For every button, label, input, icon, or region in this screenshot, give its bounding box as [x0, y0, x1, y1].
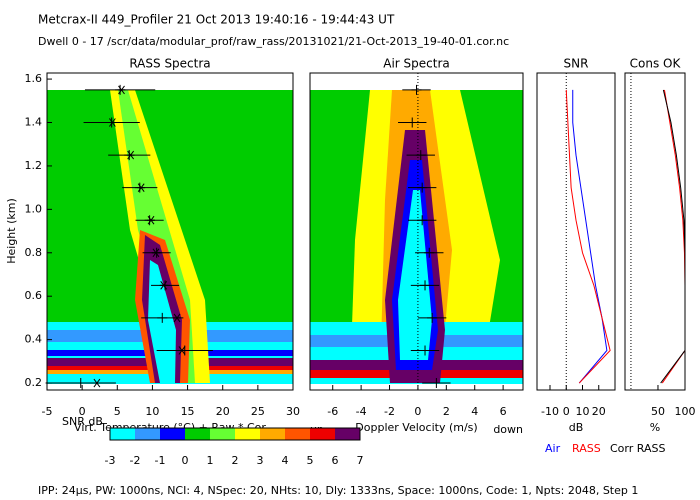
- colorbar-tick-label: 0: [182, 454, 189, 467]
- contour-air: [310, 90, 523, 384]
- colorbar-tick-label: 3: [257, 454, 264, 467]
- colorbar-tick-label: 1: [207, 454, 214, 467]
- marker-plus: [411, 84, 422, 95]
- footer: IPP: 24μs, PW: 1000ns, NCI: 4, NSpec: 20…: [38, 484, 638, 497]
- marker-star: [92, 378, 101, 388]
- x-tick-label: 5: [114, 405, 121, 418]
- y-tick-label: 1.0: [25, 202, 43, 215]
- marker-plus: [420, 280, 431, 291]
- marker-star: [159, 281, 168, 290]
- legend-entry: Corr RASS: [610, 442, 665, 455]
- x-tick-label: 50: [651, 405, 665, 418]
- panel-title: RASS Spectra: [129, 57, 210, 71]
- x-tick-label: -5: [42, 405, 53, 418]
- legend-entry: Air: [545, 442, 561, 455]
- marker-star: [126, 150, 135, 160]
- profile-line: [572, 89, 608, 384]
- x-tick-label: 0: [414, 405, 421, 418]
- x-tick-label: 100: [675, 405, 696, 418]
- colorbar-tick-label: 6: [332, 454, 339, 467]
- marker-star: [147, 215, 156, 225]
- profile-line: [565, 89, 611, 384]
- colorbar-bin: [335, 428, 360, 440]
- panel-title: Cons OK: [630, 57, 682, 71]
- colorbar-tick-label: -1: [155, 454, 166, 467]
- colorbar-bin: [110, 428, 135, 440]
- y-tick-label: 1.4: [25, 116, 43, 129]
- marker-star: [177, 346, 186, 355]
- marker-plus: [415, 150, 426, 161]
- marker-plus: [431, 378, 442, 389]
- marker-star: [108, 118, 117, 127]
- x-tick-label: 10: [576, 405, 590, 418]
- marker-plus: [157, 312, 168, 323]
- marker-plus: [424, 247, 435, 258]
- y-tick-label: 1.2: [25, 159, 43, 172]
- colorbar-bin: [285, 428, 310, 440]
- x-tick-label: 2: [443, 405, 450, 418]
- marker-plus: [407, 117, 418, 128]
- y-tick-label: 0.8: [25, 246, 43, 259]
- x-tick-label: 4: [471, 405, 478, 418]
- colorbar-tick-label: 2: [232, 454, 239, 467]
- colorbar-tick-label: 7: [357, 454, 364, 467]
- marker-plus: [420, 345, 431, 356]
- colorbar-bin: [235, 428, 260, 440]
- colorbar-bin: [210, 428, 235, 440]
- x-tick-label: -6: [327, 405, 338, 418]
- subtitle: Dwell 0 - 17 /scr/data/modular_prof/raw_…: [38, 35, 509, 48]
- colorbar-tick-label: 4: [282, 454, 289, 467]
- x-tick-label: 6: [500, 405, 507, 418]
- title: Metcrax-II 449_Profiler 21 Oct 2013 19:4…: [38, 13, 395, 27]
- marker-plus: [427, 312, 438, 323]
- colorbar-bin: [160, 428, 185, 440]
- x-axis-right-label: down: [493, 423, 523, 436]
- x-tick-label: 20: [216, 405, 230, 418]
- contour-rass: [47, 90, 293, 384]
- x-tick-label: -2: [384, 405, 395, 418]
- y-tick-label: 1.6: [25, 72, 43, 85]
- x-axis-label: %: [650, 421, 660, 434]
- x-tick-label: -10: [541, 405, 559, 418]
- marker-plus: [417, 182, 428, 193]
- marker-star: [173, 313, 182, 323]
- x-tick-label: 15: [181, 405, 195, 418]
- plot-frame: [624, 72, 686, 391]
- profile-line: [660, 89, 686, 384]
- y-tick-label: 0.4: [25, 333, 43, 346]
- plot-frame: [309, 72, 524, 391]
- colorbar-bin: [185, 428, 210, 440]
- x-tick-label: 25: [251, 405, 265, 418]
- x-tick-label: -4: [356, 405, 367, 418]
- colorbar-bin: [135, 428, 160, 440]
- marker-plus: [417, 215, 428, 226]
- x-tick-label: 10: [145, 405, 159, 418]
- colorbar-tick-label: 5: [307, 454, 314, 467]
- marker-plus: [75, 378, 86, 389]
- colorbar-tick-label: -3: [105, 454, 116, 467]
- plot-frame: [536, 72, 616, 391]
- panel-title: SNR: [564, 57, 589, 71]
- y-tick-label: 0.2: [25, 376, 43, 389]
- x-axis-label: dB: [569, 421, 584, 434]
- marker-star: [137, 183, 146, 192]
- marker-star: [117, 85, 126, 95]
- plot-frame: [46, 72, 294, 391]
- colorbar-frame: [109, 427, 361, 441]
- y-tick-label: 0.6: [25, 289, 43, 302]
- x-tick-label: 30: [286, 405, 300, 418]
- x-axis-label: Doppler Velocity (m/s): [355, 421, 477, 434]
- colorbar-tick-label: -2: [130, 454, 141, 467]
- y-axis-label: Height (km): [5, 198, 18, 264]
- x-tick-label: 0: [79, 405, 86, 418]
- panel-title: Air Spectra: [383, 57, 450, 71]
- x-tick-label: 0: [563, 405, 570, 418]
- colorbar-bin: [310, 428, 335, 440]
- legend-entry: RASS: [572, 442, 601, 455]
- colorbar-label: SNR dB: [62, 415, 103, 428]
- x-tick-label: 20: [592, 405, 606, 418]
- marker-star: [151, 248, 160, 258]
- colorbar-bin: [260, 428, 285, 440]
